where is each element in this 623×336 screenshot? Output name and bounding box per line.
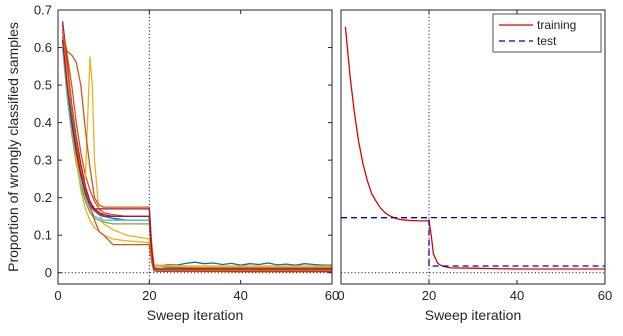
y-tick-label: 0.3	[34, 153, 52, 168]
x-tick-label: 40	[233, 288, 247, 303]
y-tick-label: 0	[45, 265, 52, 280]
y-tick-label: 0.5	[34, 78, 52, 93]
legend-label-training: training	[537, 18, 576, 32]
left-panel: 0 20 40 60 0 0.1 0.2 0.3 0.4 0.5 0.6 0.7 Sweep itera…	[5, 3, 339, 324]
axes-frame	[340, 9, 606, 285]
series-line-10	[61, 28, 332, 272]
y-tick-label: 0.2	[34, 190, 52, 205]
y-tick-label: 0.1	[34, 228, 52, 243]
x-axis-label: Sweep iteration	[425, 307, 522, 323]
axes-frame	[57, 9, 333, 285]
x-tick-label: 60	[325, 288, 339, 303]
x-tick-label: 20	[142, 288, 156, 303]
series-line-8	[61, 32, 332, 269]
right-panel: 0 20 40 60 Sweep iteration training test	[337, 9, 612, 323]
legend-box	[492, 13, 602, 53]
series-line-11	[61, 39, 332, 270]
plot-area	[58, 10, 332, 284]
plot-area	[341, 10, 605, 284]
x-tick-label: 0	[54, 288, 61, 303]
x-tick-label: 40	[510, 288, 524, 303]
legend: training test	[492, 13, 602, 53]
legend-label-test: test	[537, 34, 557, 48]
y-axis-label: Proportion of wrongly classified samples	[5, 22, 21, 272]
x-axis-label: Sweep iteration	[147, 307, 244, 323]
series-line-1	[344, 26, 605, 270]
x-tick-label: 0	[337, 288, 344, 303]
x-tick-label: 60	[598, 288, 612, 303]
series-line-9	[61, 28, 332, 267]
y-tick-label: 0.7	[34, 3, 52, 18]
y-tick-label: 0.6	[34, 40, 52, 55]
y-tick-label: 0.4	[34, 115, 52, 130]
x-tick-label: 20	[422, 288, 436, 303]
